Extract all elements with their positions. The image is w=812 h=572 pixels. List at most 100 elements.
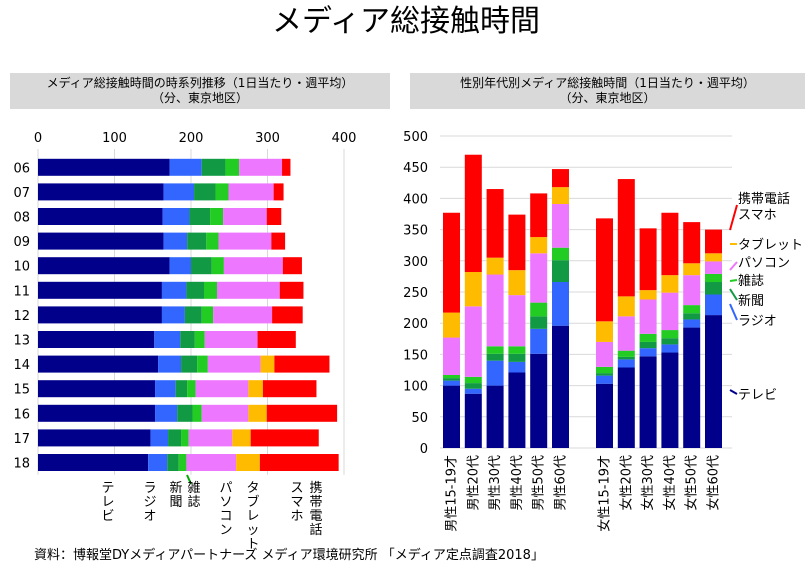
bar-segment — [186, 454, 237, 471]
y-tick-label: 06 — [13, 161, 30, 176]
legend-connector — [729, 288, 738, 301]
x-tick-label: 男性60代 — [554, 455, 569, 511]
bar-segment — [596, 383, 613, 448]
bar-segment — [661, 292, 679, 331]
bar-segment — [257, 331, 296, 348]
y-tick-label: 500 — [403, 130, 428, 145]
bar-segment — [178, 454, 187, 471]
x-tick-label: 100 — [102, 131, 127, 146]
bar-segment — [223, 257, 283, 275]
bar-segment — [443, 385, 460, 448]
legend-label: スマホ — [290, 481, 304, 524]
y-tick-label: 11 — [13, 284, 30, 299]
bar-segment — [486, 353, 504, 361]
bar-segment — [186, 281, 205, 299]
bar-segment — [617, 350, 635, 357]
y-tick-label: 50 — [411, 411, 428, 426]
bar-segment — [596, 341, 613, 367]
bar-segment — [206, 232, 219, 250]
bar-segment — [215, 183, 229, 201]
bar-segment — [683, 327, 701, 448]
legend-connector — [186, 474, 192, 485]
bar-segment — [195, 380, 249, 398]
x-tick-label: 200 — [179, 131, 204, 146]
x-tick-label: 男性20代 — [466, 455, 481, 511]
bar-segment — [38, 331, 155, 348]
bar-segment — [250, 429, 319, 447]
x-tick-label: 女性30代 — [640, 455, 656, 511]
bar-segment — [225, 158, 240, 176]
bar-segment — [163, 232, 188, 250]
bar-segment — [148, 454, 168, 471]
page-title: メディア総接触時間 — [272, 4, 540, 39]
bar-segment — [211, 257, 224, 275]
bar-segment — [155, 404, 178, 422]
chart-title-line: メディア総接触時間の時系列推移（1日当たり・週平均） — [46, 76, 354, 90]
bar-segment — [38, 355, 159, 373]
bar-segment — [155, 380, 176, 398]
legend-label: 雑誌 — [738, 273, 764, 289]
bar-segment — [163, 183, 195, 201]
bar-segment — [266, 208, 282, 225]
y-tick-label: 13 — [13, 334, 30, 349]
chart-title-line: （分、東京地区） — [151, 91, 248, 105]
bar-segment — [639, 299, 657, 334]
bar-segment — [683, 319, 701, 328]
bar-segment — [167, 454, 179, 471]
legend-label: パソコン — [738, 256, 790, 271]
legend-label: タブレット — [738, 237, 803, 253]
bar-segment — [443, 380, 460, 386]
bar-segment — [162, 208, 190, 225]
bar-segment — [204, 281, 218, 299]
bar-segment — [552, 260, 569, 283]
x-tick-label: 女性60代 — [706, 455, 722, 511]
bar-segment — [639, 333, 657, 342]
legend-connector — [729, 261, 738, 271]
legend-label: 携帯電話 — [738, 191, 790, 207]
bar-segment — [530, 302, 548, 317]
bar-segment — [189, 208, 211, 225]
x-tick-label: 男性30代 — [488, 455, 503, 511]
bar-segment — [508, 353, 526, 362]
bar-segment — [150, 429, 169, 447]
bar-segment — [38, 183, 164, 201]
bar-segment — [38, 429, 151, 447]
y-tick-label: 250 — [403, 286, 428, 301]
chart-title-line: 性別年代別メディア総接触時間（1日当たり・週平均） — [460, 76, 755, 90]
right-chart-title: 性別年代別メディア総接触時間（1日当たり・週平均） （分、東京地区） — [410, 73, 805, 109]
bar-segment — [38, 454, 149, 471]
bar-segment — [596, 218, 613, 322]
legend-label: タブレット — [246, 481, 260, 552]
left-chart-title: メディア総接触時間の時系列推移（1日当たり・週平均） （分、東京地区） — [10, 73, 390, 109]
y-tick-label: 100 — [403, 380, 428, 395]
bar-segment — [661, 330, 679, 339]
y-tick-label: 16 — [13, 407, 30, 422]
bar-segment — [38, 306, 162, 324]
bar-segment — [639, 290, 657, 300]
legend-label: 新聞 — [169, 481, 183, 510]
bar-segment — [486, 360, 504, 386]
bar-segment — [187, 380, 196, 398]
bar-segment — [187, 232, 207, 250]
bar-segment — [705, 229, 722, 254]
bar-segment — [486, 274, 504, 347]
bar-segment — [161, 281, 187, 299]
bar-segment — [228, 183, 274, 201]
bar-segment — [683, 275, 701, 306]
bar-segment — [552, 187, 569, 205]
bar-segment — [661, 338, 679, 345]
bar-segment — [464, 383, 482, 389]
y-tick-label: 15 — [13, 383, 30, 398]
bar-segment — [443, 212, 460, 313]
legend-label: 新聞 — [738, 293, 764, 309]
y-tick-label: 09 — [13, 235, 30, 250]
bar-segment — [705, 261, 722, 274]
y-tick-label: 10 — [13, 260, 30, 275]
bar-segment — [530, 316, 548, 329]
bar-segment — [181, 355, 198, 373]
bar-segment — [191, 257, 212, 275]
y-tick-label: 300 — [403, 255, 428, 270]
bar-segment — [443, 312, 460, 338]
bar-segment — [184, 306, 202, 324]
bar-segment — [443, 337, 460, 375]
